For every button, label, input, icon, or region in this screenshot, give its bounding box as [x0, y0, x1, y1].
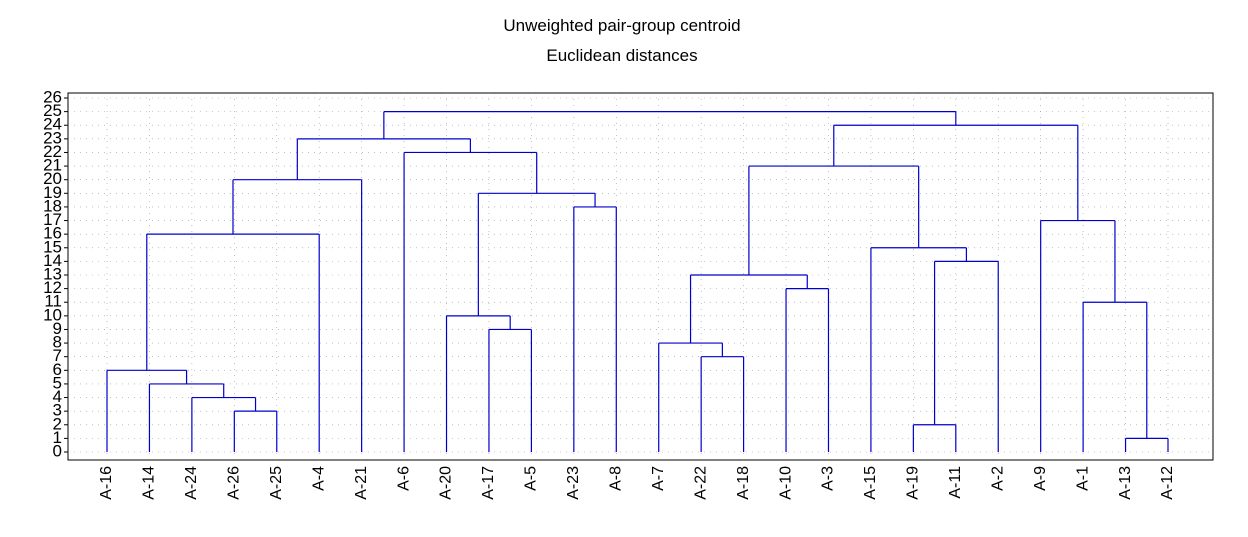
y-tick-label: 23 [43, 128, 62, 147]
y-tick-label: 4 [53, 387, 62, 406]
merge-link [658, 342, 723, 452]
leaf-label: A-23 [565, 466, 582, 500]
merge-link [106, 369, 188, 452]
plot-frame [67, 92, 1214, 461]
merge-link [477, 192, 596, 316]
y-tick-label: 15 [43, 237, 62, 256]
y-tick-label: 16 [43, 224, 62, 243]
leaf-label: A-14 [141, 466, 158, 500]
leaf-label: A-1 [1074, 466, 1091, 491]
y-tick-label: 22 [43, 142, 62, 161]
leaf-label: A-18 [735, 466, 752, 500]
leaf-label: A-10 [777, 466, 794, 500]
y-tick-label: 1 [53, 428, 62, 447]
leaf-label: A-7 [650, 466, 667, 491]
y-tick-label: 6 [53, 360, 62, 379]
merge-link [383, 111, 957, 139]
leaf-label: A-3 [820, 466, 837, 491]
merge-link [403, 151, 538, 452]
merge-link [1124, 437, 1169, 452]
y-tick-label: 8 [53, 333, 62, 352]
y-tick-label: 25 [43, 101, 62, 120]
merge-link [233, 410, 278, 452]
leaf-label: A-6 [395, 466, 412, 491]
leaf-label: A-22 [692, 466, 709, 500]
leaf-label: A-20 [438, 466, 455, 500]
y-tick-label: 18 [43, 196, 62, 215]
leaf-label: A-11 [947, 466, 964, 499]
leaf-label: A-2 [989, 466, 1006, 491]
y-tick-label: 21 [43, 156, 62, 175]
y-tick-label: 19 [43, 183, 62, 202]
y-tick-label: 2 [53, 414, 62, 433]
y-tick-label: 10 [43, 305, 62, 324]
leaf-label: A-19 [905, 466, 922, 500]
leaf-label: A-12 [1159, 466, 1176, 500]
merge-link [146, 233, 320, 452]
y-tick-label: 9 [53, 319, 62, 338]
merge-link [833, 124, 1079, 221]
leaf-label: A-13 [1117, 466, 1134, 500]
leaf-label: A-25 [268, 466, 285, 500]
y-tick-label: 7 [53, 346, 62, 365]
merge-link [488, 328, 532, 452]
y-tick-label: 12 [43, 278, 62, 297]
y-tick-label: 26 [43, 87, 62, 106]
merge-link [1082, 301, 1148, 452]
y-tick-label: 24 [43, 115, 62, 134]
leaf-label: A-17 [480, 466, 497, 500]
y-tick-label: 5 [53, 373, 62, 392]
chart-title: Unweighted pair-group centroid [503, 16, 740, 35]
y-tick-label: 0 [53, 441, 62, 460]
leaf-label: A-15 [862, 466, 879, 500]
merge-link [933, 260, 999, 452]
y-tick-label: 17 [43, 210, 62, 229]
y-tick-label: 14 [43, 251, 62, 270]
y-tick-label: 11 [44, 292, 62, 311]
leaf-label: A-9 [1032, 466, 1049, 491]
chart-subtitle: Euclidean distances [546, 46, 697, 65]
y-tick-label: 13 [43, 264, 62, 283]
leaf-label: A-5 [523, 466, 540, 491]
y-tick-label: 3 [53, 401, 62, 420]
leaf-label: A-21 [353, 466, 370, 500]
leaf-label: A-8 [607, 466, 624, 491]
y-tick-label: 20 [43, 169, 62, 188]
leaf-label: A-26 [226, 466, 243, 500]
leaf-label: A-16 [98, 466, 115, 500]
merge-link [748, 165, 920, 275]
leaf-label: A-4 [310, 466, 327, 491]
leaf-label: A-24 [183, 466, 200, 500]
